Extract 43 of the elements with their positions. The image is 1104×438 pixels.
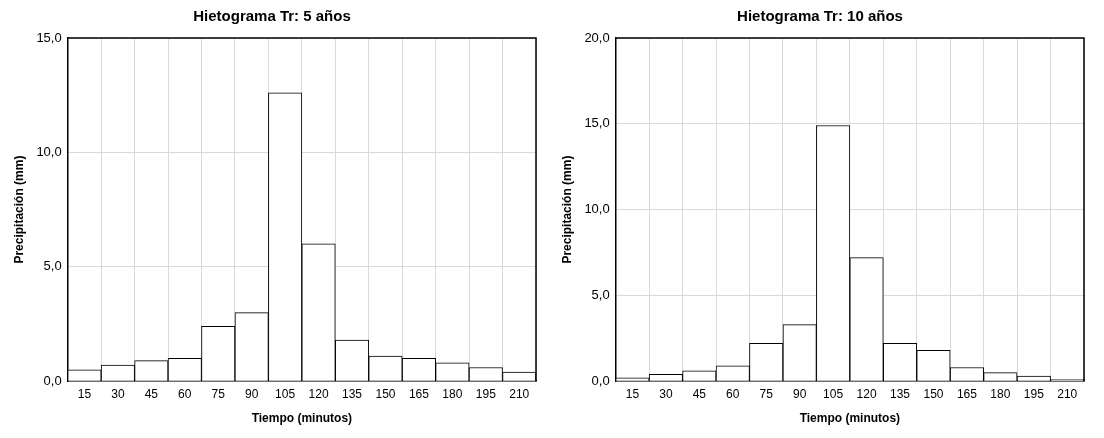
x-tick-label: 90 bbox=[245, 386, 259, 401]
y-tick-label: 0,0 bbox=[43, 372, 62, 388]
x-tick-label: 210 bbox=[509, 386, 530, 401]
x-tick-label: 15 bbox=[77, 386, 92, 401]
chart-title: Hietograma Tr: 5 años bbox=[193, 7, 351, 25]
x-tick-label: 60 bbox=[178, 386, 192, 401]
x-tick-label: 195 bbox=[1023, 386, 1045, 401]
x-tick-label: 210 bbox=[1057, 386, 1078, 401]
x-tick-label: 165 bbox=[408, 386, 430, 401]
chart-title: Hietograma Tr: 10 años bbox=[737, 7, 903, 25]
y-tick-label: 15,0 bbox=[36, 29, 62, 45]
x-axis-title: Tiempo (minutos) bbox=[799, 411, 901, 426]
x-tick-label: 180 bbox=[990, 386, 1011, 401]
x-tick-label: 150 bbox=[375, 386, 396, 401]
y-tick-label: 10,0 bbox=[36, 143, 62, 159]
x-tick-label: 120 bbox=[856, 386, 877, 401]
x-tick-label: 45 bbox=[692, 386, 707, 401]
y-axis-title: Precipitación (mm) bbox=[11, 155, 26, 264]
x-tick-label: 195 bbox=[475, 386, 497, 401]
x-tick-label: 90 bbox=[793, 386, 807, 401]
x-axis-title: Tiempo (minutos) bbox=[251, 411, 353, 426]
x-tick-label: 45 bbox=[144, 386, 159, 401]
y-tick-label: 10,0 bbox=[584, 201, 610, 217]
y-axis-title: Precipitación (mm) bbox=[559, 155, 574, 264]
x-tick-label: 15 bbox=[625, 386, 640, 401]
x-tick-label: 135 bbox=[342, 386, 363, 401]
x-tick-label: 120 bbox=[308, 386, 329, 401]
x-tick-label: 180 bbox=[442, 386, 463, 401]
x-tick-label: 75 bbox=[211, 386, 226, 401]
y-tick-label: 15,0 bbox=[584, 115, 610, 131]
x-tick-label: 135 bbox=[890, 386, 911, 401]
x-tick-label: 105 bbox=[275, 386, 296, 401]
x-tick-label: 30 bbox=[659, 386, 673, 401]
x-tick-label: 150 bbox=[923, 386, 944, 401]
y-tick-label: 0,0 bbox=[591, 372, 610, 388]
x-tick-label: 165 bbox=[956, 386, 978, 401]
x-tick-label: 30 bbox=[111, 386, 125, 401]
x-tick-label: 105 bbox=[823, 386, 844, 401]
y-tick-label: 5,0 bbox=[591, 286, 610, 302]
x-tick-label: 60 bbox=[726, 386, 740, 401]
y-tick-label: 20,0 bbox=[584, 29, 610, 45]
x-tick-label: 75 bbox=[759, 386, 774, 401]
y-tick-label: 5,0 bbox=[43, 258, 62, 274]
